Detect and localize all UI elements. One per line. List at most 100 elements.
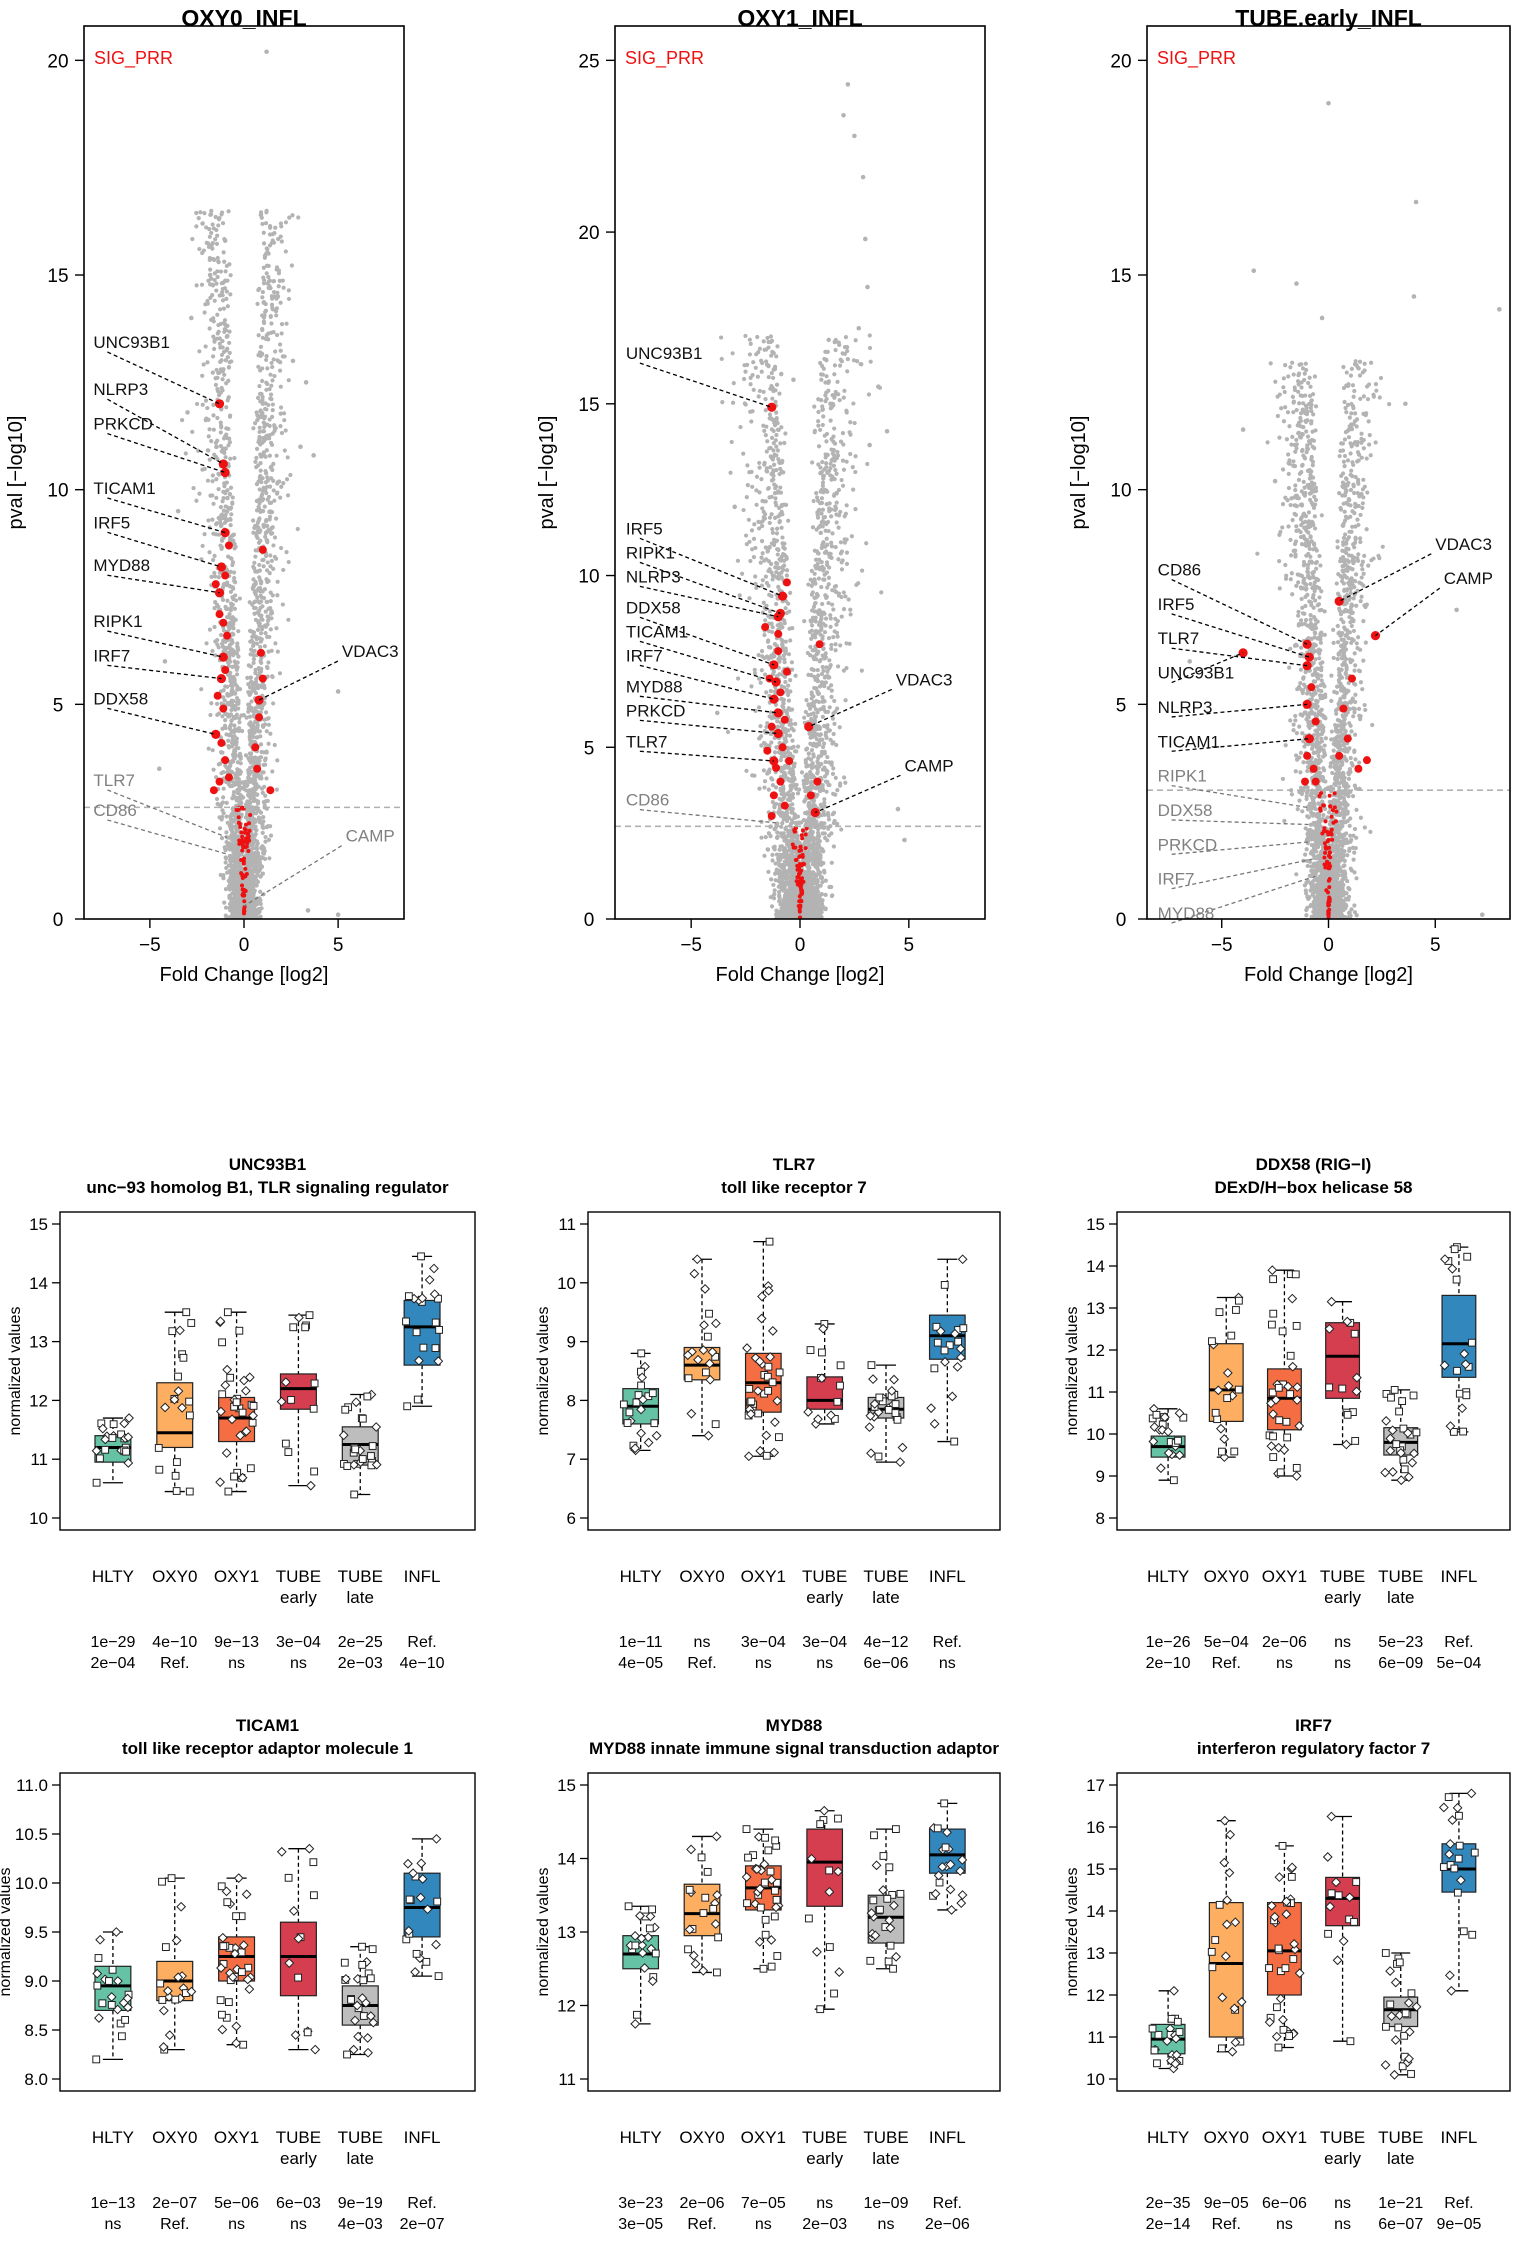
gene-point	[218, 307, 222, 311]
gene-point	[846, 357, 850, 361]
gene-point	[215, 242, 219, 246]
gene-point	[770, 427, 774, 431]
gene-point	[256, 396, 260, 400]
gene-point	[232, 677, 236, 681]
pathway-point	[240, 874, 244, 878]
pathway-point	[246, 833, 250, 837]
gene-point	[831, 772, 835, 776]
gene-point	[271, 675, 275, 679]
gene-point	[214, 383, 218, 387]
gene-point	[258, 568, 262, 572]
gene-point	[233, 796, 237, 800]
gene-point	[274, 626, 278, 630]
gene-point	[258, 578, 262, 582]
gene-point	[252, 561, 256, 565]
gene-point	[844, 666, 848, 670]
gene-point	[275, 491, 279, 495]
gene-point	[197, 349, 201, 353]
gene-point	[776, 552, 780, 556]
gene-point	[270, 443, 274, 447]
gene-point	[835, 520, 839, 524]
gene-point	[219, 505, 223, 509]
gene-point	[255, 499, 259, 503]
gene-point	[224, 887, 228, 891]
gene-point	[278, 424, 282, 428]
gene-point	[260, 618, 264, 622]
gene-point	[228, 724, 232, 728]
gene-point	[816, 673, 820, 677]
y-tick-label: 15	[47, 266, 68, 287]
gene-point	[786, 693, 790, 697]
gene-point	[282, 286, 286, 290]
gene-point	[775, 719, 779, 723]
pathway-point	[243, 827, 247, 831]
gene-point	[255, 302, 259, 306]
gene-point	[253, 649, 257, 653]
gene-point	[254, 878, 258, 882]
gene-point	[796, 791, 800, 795]
pathway-point	[242, 888, 246, 892]
gene-point	[279, 546, 283, 550]
outlier-point	[189, 316, 194, 321]
pathway-point	[210, 786, 218, 794]
gene-point	[229, 834, 233, 838]
gene-point	[220, 836, 224, 840]
gene-point	[228, 351, 232, 355]
gene-point	[287, 378, 291, 382]
pathway-point	[248, 829, 252, 833]
gene-point	[766, 487, 770, 491]
gene-point	[265, 600, 269, 604]
gene-point	[249, 706, 253, 710]
gene-point	[208, 326, 212, 330]
pathway-point	[216, 778, 224, 786]
gene-point	[226, 304, 230, 308]
gene-point	[250, 726, 254, 730]
gene-point	[269, 465, 273, 469]
gene-point	[230, 829, 234, 833]
gene-point	[211, 371, 215, 375]
gene-point	[772, 805, 776, 809]
gene-point	[225, 264, 229, 268]
gene-point	[270, 415, 274, 419]
gene-point	[221, 377, 225, 381]
gene-point	[736, 559, 740, 563]
gene-point	[214, 522, 218, 526]
gene-point	[215, 439, 219, 443]
gene-point	[255, 874, 259, 878]
gene-point	[254, 592, 258, 596]
gene-point	[229, 512, 233, 516]
pathway-point	[251, 743, 259, 751]
gene-point	[230, 563, 234, 567]
gene-point	[194, 499, 198, 503]
gene-point	[770, 478, 774, 482]
gene-point	[264, 710, 268, 714]
gene-point	[284, 220, 288, 224]
gene-point	[218, 293, 222, 297]
gene-point	[225, 692, 229, 696]
gene-point	[264, 519, 268, 523]
gene-point	[250, 739, 254, 743]
outlier-point	[311, 453, 316, 458]
gene-point	[263, 849, 267, 853]
gene-point	[269, 599, 273, 603]
pathway-point	[244, 837, 248, 841]
gene-point	[207, 434, 211, 438]
gene-point	[754, 366, 758, 370]
gene-point	[225, 436, 229, 440]
gene-point	[260, 379, 264, 383]
gene-point	[759, 560, 763, 564]
gene-point	[213, 574, 217, 578]
pathway-point	[253, 765, 261, 773]
gene-point	[267, 279, 271, 283]
gene-point	[268, 606, 272, 610]
gene-point	[841, 431, 845, 435]
gene-point	[217, 575, 221, 579]
gene-point	[263, 840, 267, 844]
gene-point	[231, 864, 235, 868]
gene-point	[766, 870, 770, 874]
gene-point	[261, 436, 265, 440]
gene-point	[259, 354, 263, 358]
gene-point	[262, 266, 266, 270]
outlier-point	[200, 221, 205, 226]
gene-point	[236, 660, 240, 664]
